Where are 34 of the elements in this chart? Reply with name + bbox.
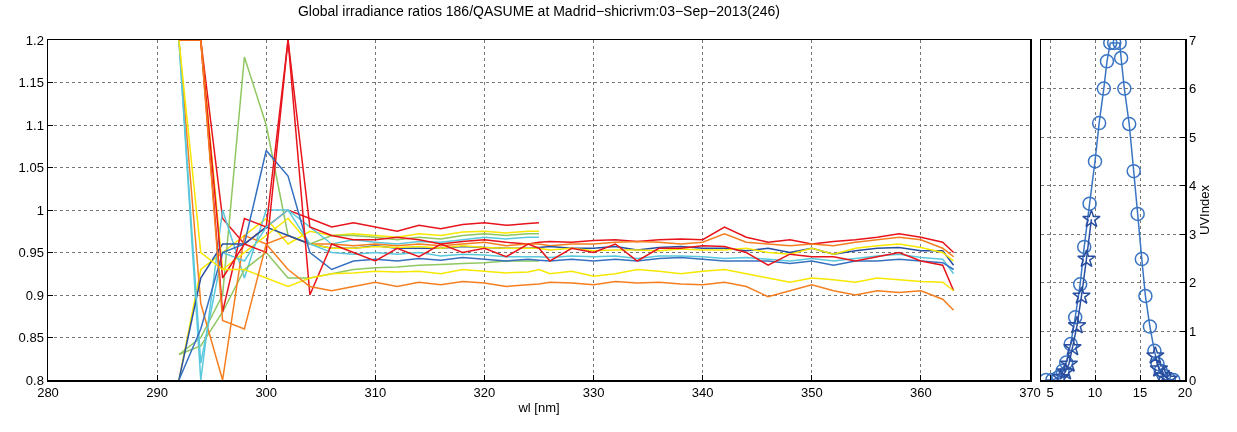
x-tick-label: 370 — [1019, 385, 1041, 401]
x-tick-label: 350 — [800, 385, 823, 401]
y-tick-label: 4 — [1189, 178, 1197, 194]
y-axis-title: UVIndex — [1196, 184, 1212, 235]
x-tick-label: 320 — [473, 385, 496, 401]
y-tick-label: 1.15 — [18, 75, 44, 91]
y-tick-label: 5 — [1189, 129, 1197, 145]
y-tick-label: 1.05 — [18, 160, 44, 176]
x-tick-label: 340 — [691, 385, 714, 401]
y-tick-label: 0.9 — [25, 287, 44, 303]
x-tick-label: 310 — [364, 385, 387, 401]
y-tick-label: 3 — [1189, 226, 1197, 242]
x-tick-label: 10 — [1087, 385, 1103, 401]
x-tick-label: 360 — [910, 385, 932, 401]
y-tick-label: 7 — [1189, 32, 1197, 48]
y-tick-label: 0 — [1189, 372, 1197, 388]
y-tick-label: 0.85 — [18, 330, 44, 346]
x-tick-label: 330 — [582, 385, 605, 401]
x-tick-label: 5 — [1046, 385, 1054, 401]
chart-title: Global irradiance ratios 186/QASUME at Madrid−shicrivm:03−Sep−2013(246) — [297, 3, 781, 20]
x-tick-label: 280 — [37, 385, 59, 401]
y-tick-label: 1.1 — [25, 117, 44, 133]
x-axis-title: wl [nm] — [517, 400, 560, 416]
y-tick-label: 1 — [1189, 323, 1197, 339]
y-tick-label: 1.2 — [25, 32, 44, 48]
x-tick-label: 20 — [1177, 385, 1193, 401]
y-tick-label: 1 — [36, 202, 44, 218]
y-tick-label: 0.95 — [18, 245, 44, 261]
y-tick-label: 2 — [1189, 275, 1197, 291]
x-tick-label: 15 — [1132, 385, 1148, 401]
x-tick-label: 290 — [146, 385, 168, 401]
x-tick-label: 300 — [255, 385, 278, 401]
y-tick-label: 6 — [1189, 81, 1197, 97]
y-tick-label: 0.8 — [25, 372, 44, 388]
